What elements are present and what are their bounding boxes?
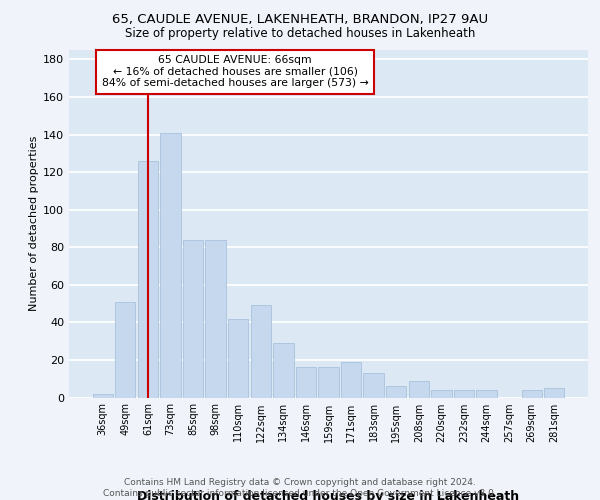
Bar — [183, 240, 203, 398]
Bar — [364, 373, 384, 398]
X-axis label: Distribution of detached houses by size in Lakenheath: Distribution of detached houses by size … — [137, 490, 520, 500]
Bar — [454, 390, 474, 398]
Bar — [205, 240, 226, 398]
Bar — [296, 368, 316, 398]
Text: 65, CAUDLE AVENUE, LAKENHEATH, BRANDON, IP27 9AU: 65, CAUDLE AVENUE, LAKENHEATH, BRANDON, … — [112, 12, 488, 26]
Bar — [160, 132, 181, 398]
Text: Contains HM Land Registry data © Crown copyright and database right 2024.
Contai: Contains HM Land Registry data © Crown c… — [103, 478, 497, 498]
Bar — [409, 380, 429, 398]
Text: 65 CAUDLE AVENUE: 66sqm
← 16% of detached houses are smaller (106)
84% of semi-d: 65 CAUDLE AVENUE: 66sqm ← 16% of detache… — [102, 55, 368, 88]
Bar — [251, 306, 271, 398]
Bar — [386, 386, 406, 398]
Bar — [115, 302, 136, 398]
Bar — [521, 390, 542, 398]
Bar — [319, 368, 338, 398]
Bar — [92, 394, 113, 398]
Bar — [544, 388, 565, 398]
Bar — [273, 343, 293, 398]
Bar — [476, 390, 497, 398]
Text: Size of property relative to detached houses in Lakenheath: Size of property relative to detached ho… — [125, 28, 475, 40]
Y-axis label: Number of detached properties: Number of detached properties — [29, 136, 39, 312]
Bar — [341, 362, 361, 398]
Bar — [431, 390, 452, 398]
Bar — [228, 318, 248, 398]
Bar — [138, 161, 158, 398]
